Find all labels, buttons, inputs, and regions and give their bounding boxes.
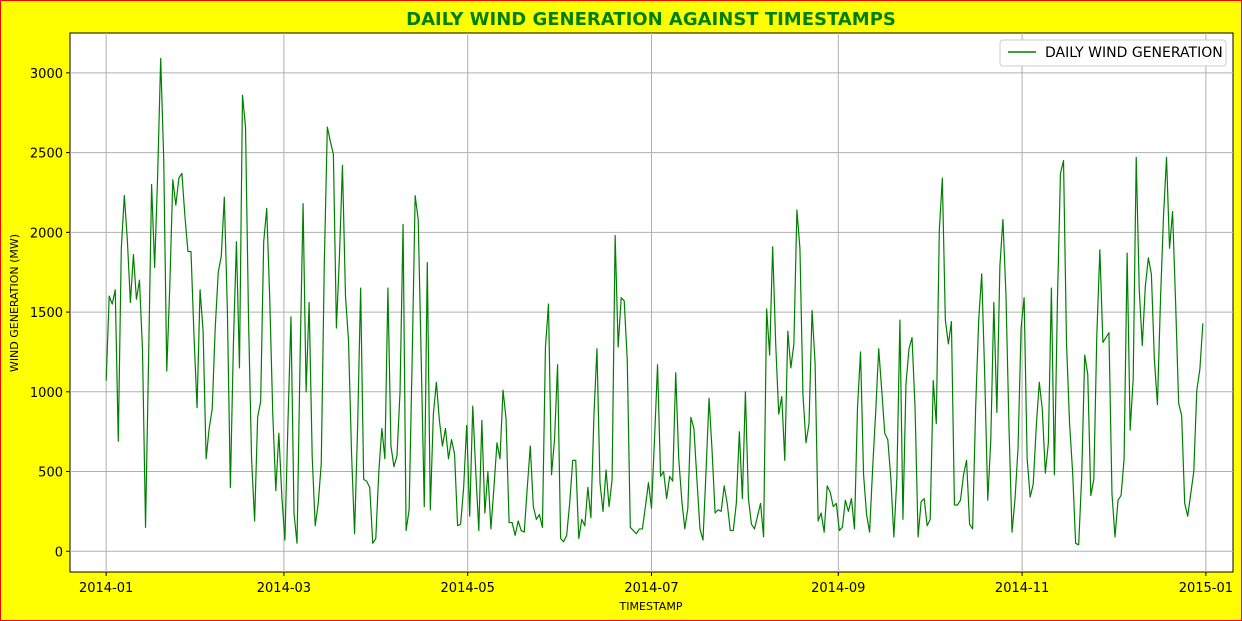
x-tick-label: 2015-01 — [1179, 581, 1233, 596]
x-tick-label: 2014-11 — [995, 581, 1049, 596]
y-axis: 0 500 1000 1500 2000 2500 3000 — [30, 67, 70, 560]
chart-title: DAILY WIND GENERATION AGAINST TIMESTAMPS — [406, 9, 896, 30]
series-line-daily-wind-generation — [105, 57, 1204, 546]
y-tick-label: 2500 — [30, 147, 63, 162]
grid-lines — [70, 33, 1233, 572]
x-tick-label: 2014-01 — [79, 581, 133, 596]
x-tick-label: 2014-09 — [811, 581, 865, 596]
x-axis: 2014-01 2014-03 2014-05 2014-07 2014-09 2014-… — [79, 572, 1233, 596]
y-tick-label: 1000 — [30, 386, 63, 401]
x-tick-label: 2014-05 — [441, 581, 495, 596]
y-tick-label: 0 — [55, 545, 63, 560]
x-tick-label: 2014-07 — [624, 581, 678, 596]
legend-label: DAILY WIND GENERATION — [1045, 45, 1223, 61]
x-axis-label: TIMESTAMP — [619, 600, 683, 613]
y-tick-label: 2000 — [30, 226, 63, 241]
legend-box — [999, 39, 1227, 67]
y-tick-label: 3000 — [30, 67, 63, 82]
y-tick-label: 500 — [38, 466, 63, 481]
y-tick-label: 1500 — [30, 306, 63, 321]
x-tick-label: 2014-03 — [257, 581, 311, 596]
legend: DAILY WIND GENERATION — [999, 39, 1227, 67]
y-axis-label: WIND GENERATION (MW) — [8, 234, 21, 372]
